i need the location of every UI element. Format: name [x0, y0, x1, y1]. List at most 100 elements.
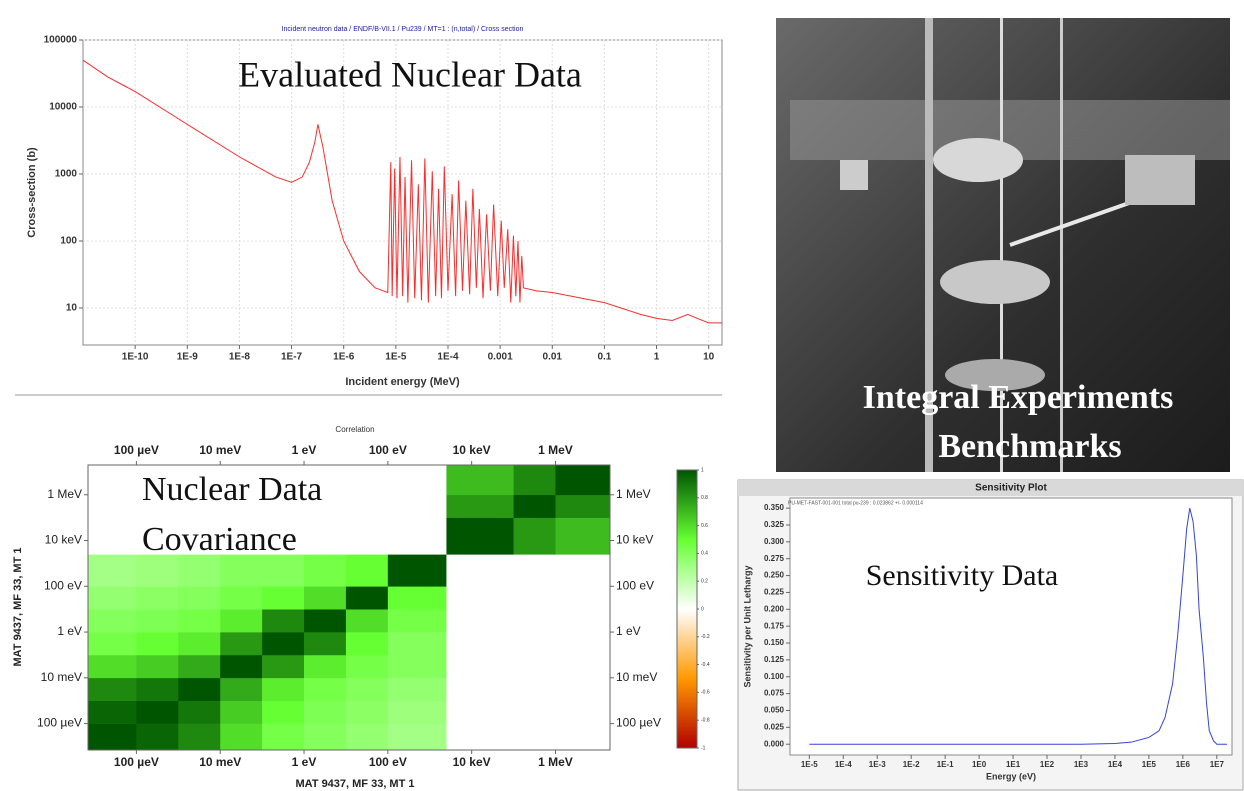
heatmap-cell: [513, 609, 556, 633]
heatmap-cell: [220, 586, 263, 610]
x-tick-label: 1E-2: [903, 760, 920, 769]
heatmap-cell: [387, 554, 447, 587]
photo-device: [1125, 155, 1195, 205]
x-tick-label: 1E3: [1074, 760, 1089, 769]
heatmap-cell: [446, 723, 514, 751]
heatmap-cell: [304, 677, 347, 701]
heatmap-cell: [446, 677, 514, 701]
y-tick-label: 0.100: [764, 672, 785, 681]
heatmap-cell: [387, 632, 447, 656]
x-tick-label: 10 meV: [199, 443, 241, 457]
heatmap-cell: [304, 494, 347, 518]
heatmap-cell: [345, 465, 389, 496]
y-tick-label: 100: [60, 236, 77, 247]
x-tick-label: 1E6: [1176, 760, 1191, 769]
heatmap-cell: [136, 586, 179, 610]
heatmap-cell: [88, 654, 137, 679]
x-tick-label: 1 MeV: [538, 755, 573, 769]
heatmap-cell: [220, 723, 263, 751]
heatmap-cell: [513, 586, 556, 610]
y-tick-label: 10: [66, 303, 78, 314]
y-tick-label: 0.025: [764, 722, 785, 731]
heatmap-cell: [555, 554, 611, 587]
x-tick-label: 10 meV: [199, 755, 241, 769]
heatmap-cell: [262, 517, 305, 555]
heatmap-cell: [387, 723, 447, 751]
y-tick-label: 0.250: [764, 571, 785, 580]
heatmap-cell: [513, 723, 556, 751]
x-tick-label: 0.1: [597, 352, 611, 363]
heatmap-cell: [304, 554, 347, 587]
heatmap-cell: [88, 632, 137, 656]
y-tick-label: 0.225: [764, 588, 785, 597]
heatmap-cell: [262, 609, 305, 633]
y-axis-label: Cross-section (b): [26, 147, 38, 238]
heatmap-cell: [555, 517, 611, 555]
x-tick-label: 1E5: [1142, 760, 1157, 769]
x-tick-label: 1E-4: [437, 352, 459, 363]
colorbar: [676, 469, 698, 749]
heatmap-cell: [555, 700, 611, 724]
y-axis-label: MAT 9437, MF 33, MT 1: [12, 548, 24, 667]
x-tick-label: 1E0: [972, 760, 987, 769]
photo-disc: [945, 359, 1045, 391]
photo-reflector: [933, 138, 1023, 182]
heatmap-cell: [387, 517, 447, 555]
x-tick-label: 10 keV: [453, 755, 491, 769]
heatmap-cell: [88, 723, 137, 751]
heatmap-cell: [178, 723, 221, 751]
x-tick-label: 1E-6: [333, 352, 355, 363]
y-tick-label: 0.350: [764, 503, 785, 512]
y-tick-label: 100 eV: [616, 578, 654, 592]
x-tick-label: 1E-10: [122, 352, 149, 363]
heatmap-cell: [178, 465, 221, 496]
heatmap-cell: [345, 632, 389, 656]
photo-caption: Benchmarks: [938, 428, 1121, 465]
data-line: [82, 59, 722, 324]
heatmap-cell: [220, 494, 263, 518]
heatmap-cell: [178, 609, 221, 633]
plot-frame: [87, 464, 611, 751]
x-tick-label: 1E-8: [229, 352, 251, 363]
annotation: Covariance: [142, 521, 297, 558]
colorbar-tick-label: -0.8: [701, 718, 710, 724]
heatmap-cell: [513, 465, 556, 496]
x-axis-label: MAT 9437, MF 33, MT 1: [296, 778, 415, 790]
heatmap-cell: [345, 700, 389, 724]
heatmap-cell: [555, 654, 611, 679]
heatmap-cell: [513, 700, 556, 724]
heatmap-cell: [513, 494, 556, 518]
annotation: Sensitivity Data: [866, 559, 1058, 592]
heatmap-cell: [304, 723, 347, 751]
x-tick-label: 0.01: [543, 352, 563, 363]
colorbar-tick-label: -1: [701, 745, 706, 751]
x-tick-label: 1E-1: [937, 760, 954, 769]
x-tick-label: 1 eV: [292, 755, 317, 769]
heatmap-cell: [446, 517, 514, 555]
heatmap-cell: [178, 632, 221, 656]
heatmap-cell: [345, 554, 389, 587]
heatmap-cell: [446, 465, 514, 496]
y-tick-label: 1000: [55, 169, 78, 180]
y-tick-label: 0.175: [764, 621, 785, 630]
heatmap-cell: [555, 723, 611, 751]
y-tick-label: 1 eV: [616, 624, 641, 638]
chart-title: Incident neutron data / ENDF/B-VII.1 / P…: [282, 26, 524, 33]
heatmap-cell: [262, 586, 305, 610]
chart-subtitle: PU-MET-FAST-001-001 total pu-239 : 0.023…: [788, 500, 923, 506]
heatmap-cell: [345, 517, 389, 555]
heatmap-cell: [387, 494, 447, 518]
colorbar-tick-label: 1: [701, 467, 704, 473]
y-tick-label: 0.150: [764, 638, 785, 647]
heatmap-cell: [88, 554, 137, 587]
heatmap-cell: [178, 586, 221, 610]
photo-box: [840, 160, 868, 190]
heatmap-cell: [513, 654, 556, 679]
annotation: Nuclear Data: [142, 471, 322, 508]
heatmap-cell: [387, 654, 447, 679]
heatmap-cell: [178, 677, 221, 701]
heatmap-cell: [304, 586, 347, 610]
x-tick-label: 1 MeV: [538, 443, 573, 457]
colorbar-tick-label: -0.6: [701, 690, 710, 696]
